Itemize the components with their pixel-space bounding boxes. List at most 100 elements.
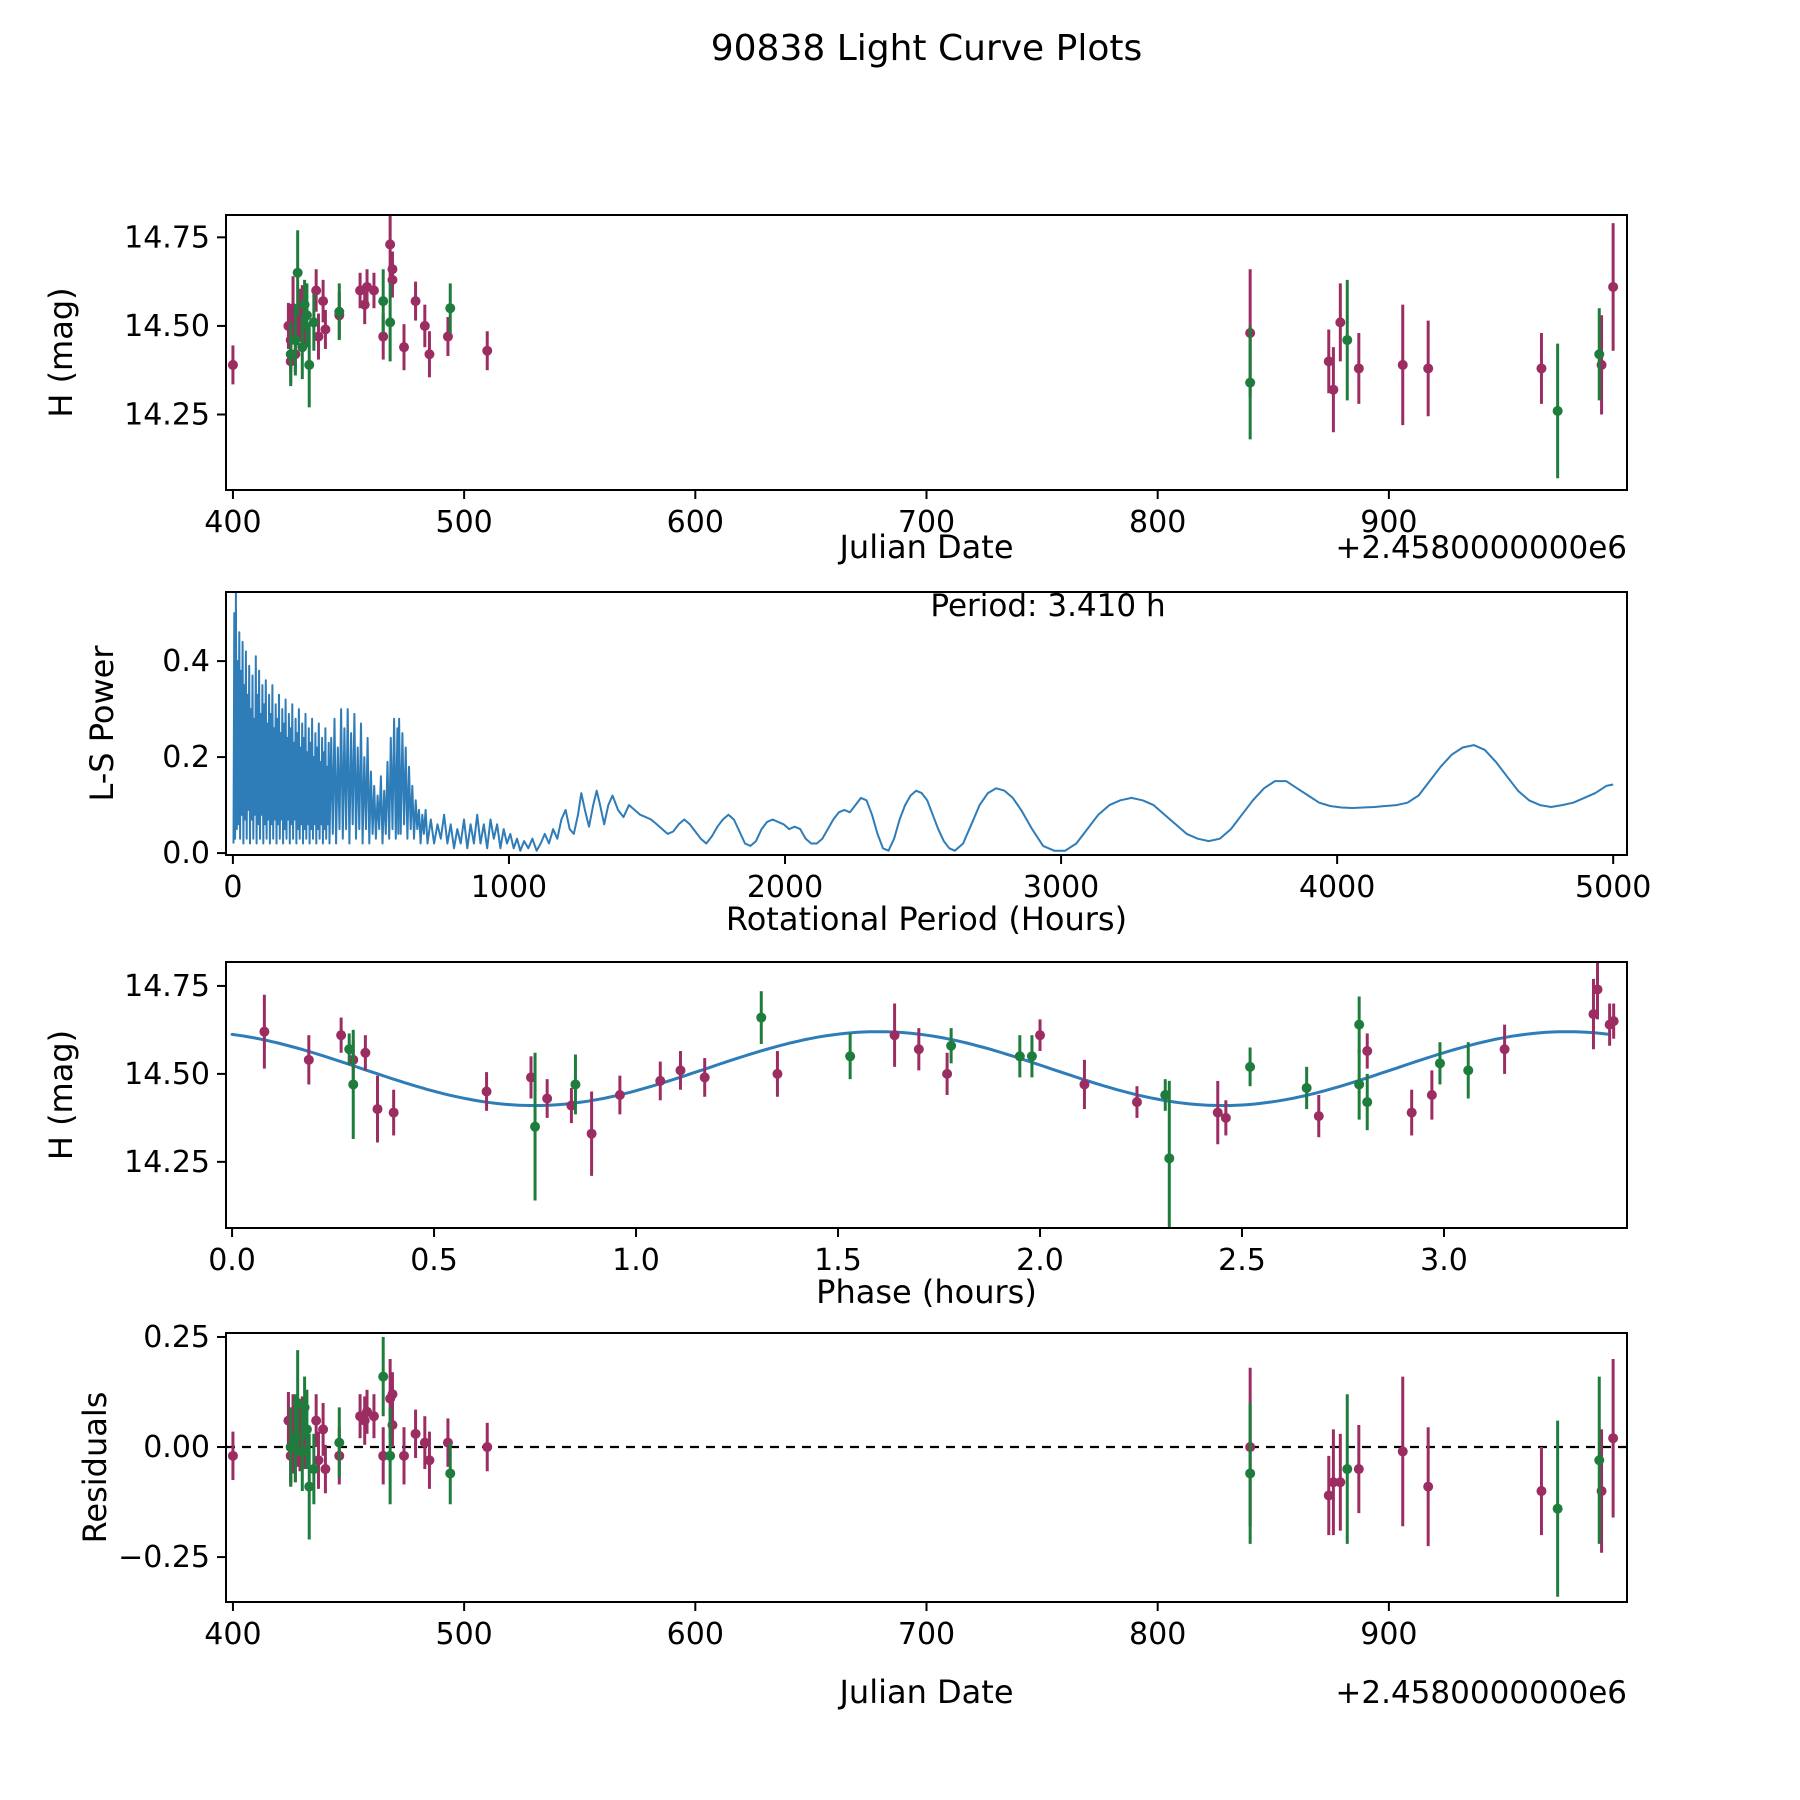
x-tick-label: 900	[1360, 505, 1417, 540]
x-tick-label: 0.0	[208, 1243, 256, 1278]
data-point	[227, 1450, 238, 1461]
y-tick-label: 0.4	[162, 644, 210, 679]
data-point	[1014, 1051, 1025, 1062]
x-tick-label: 2000	[747, 870, 823, 905]
data-point	[1035, 1030, 1046, 1041]
x-axis: 400 500 600 700 800 900	[204, 1602, 1418, 1652]
y-axis-label: Residuals	[76, 1392, 114, 1544]
data-point	[1245, 1061, 1256, 1072]
y-axis: 0.0 0.2 0.4	[162, 644, 226, 871]
data-point	[530, 1121, 541, 1132]
data-point	[1212, 1107, 1223, 1118]
data-point	[419, 320, 430, 331]
data-point	[336, 1030, 347, 1041]
series-filter-green	[285, 1336, 1605, 1597]
data-point	[1608, 1433, 1619, 1444]
data-point	[445, 1468, 456, 1479]
periodogram-line	[232, 592, 1614, 852]
y-axis: 14.25 14.50 14.75	[124, 969, 226, 1180]
data-point	[368, 285, 379, 296]
axes-frame	[225, 1332, 1628, 1603]
data-point	[889, 1030, 900, 1041]
sine-fit-curve	[230, 1030, 1612, 1107]
data-point	[586, 1128, 597, 1139]
x-tick-label: 400	[204, 1617, 261, 1652]
data-point	[1608, 281, 1619, 292]
x-tick-label: 4000	[1299, 870, 1375, 905]
x-axis-label: Julian Date	[837, 1673, 1013, 1711]
data-point	[1536, 1486, 1547, 1497]
data-point	[334, 1437, 345, 1448]
data-point	[368, 1411, 379, 1422]
data-point	[387, 274, 398, 285]
periodogram-data-area	[232, 592, 1614, 852]
data-point	[772, 1068, 783, 1079]
y-tick-label: 0.0	[162, 836, 210, 871]
data-point	[318, 296, 329, 307]
data-point	[311, 1415, 322, 1426]
data-point	[1353, 1464, 1364, 1475]
x-tick-label: 1.0	[612, 1243, 660, 1278]
x-tick-label: 800	[1129, 1617, 1186, 1652]
x-axis: 0.0 0.5 1.0 1.5 2.0 2.5 3.0	[208, 1228, 1468, 1278]
y-tick-label: 14.25	[124, 398, 210, 433]
data-point	[378, 296, 389, 307]
data-point	[285, 349, 296, 360]
data-point	[227, 359, 238, 370]
data-point	[419, 1437, 430, 1448]
y-tick-label: 14.75	[124, 220, 210, 255]
x-tick-label: 400	[204, 505, 261, 540]
data-point	[913, 1044, 924, 1055]
data-point	[1423, 363, 1434, 374]
data-point	[301, 1424, 312, 1435]
data-point	[942, 1068, 953, 1079]
data-point	[1362, 1046, 1373, 1057]
data-point	[388, 1107, 399, 1118]
data-point	[1079, 1079, 1090, 1090]
phased-light-curve-data-area	[230, 962, 1619, 1228]
data-point	[292, 267, 303, 278]
data-point	[303, 1054, 314, 1065]
data-point	[699, 1072, 710, 1083]
data-point	[614, 1090, 625, 1100]
data-point	[259, 1026, 270, 1037]
data-point	[1342, 1464, 1353, 1475]
series-filter-purple	[227, 215, 1619, 433]
data-point	[424, 349, 435, 360]
x-tick-label: 3.0	[1420, 1243, 1468, 1278]
data-point	[1434, 1058, 1445, 1069]
data-point	[1220, 1112, 1231, 1123]
figure-title: 90838 Light Curve Plots	[710, 28, 1143, 69]
data-point	[378, 331, 389, 342]
y-tick-label: 14.50	[124, 1057, 210, 1092]
axes-frame	[225, 591, 1628, 856]
y-tick-label: −0.25	[118, 1540, 210, 1575]
data-point	[1552, 1503, 1563, 1514]
data-point	[385, 239, 396, 250]
axes-frame	[225, 961, 1628, 1229]
data-point	[442, 331, 453, 342]
data-point	[1313, 1111, 1324, 1122]
y-tick-label: 14.25	[124, 1145, 210, 1180]
data-point	[399, 1450, 410, 1461]
data-point	[308, 317, 319, 328]
data-point	[1594, 1455, 1605, 1466]
data-point	[1354, 1019, 1365, 1030]
data-point	[399, 342, 410, 353]
data-point	[946, 1040, 957, 1051]
data-point	[445, 303, 456, 314]
data-point	[1552, 405, 1563, 416]
data-point	[318, 1424, 329, 1435]
data-point	[845, 1051, 856, 1062]
data-point	[1335, 1477, 1346, 1488]
data-point	[424, 1455, 435, 1466]
data-point	[301, 310, 312, 321]
data-point	[1323, 356, 1334, 367]
data-point	[1588, 1009, 1599, 1020]
x-tick-label: 500	[435, 1617, 492, 1652]
x-axis-label: Julian Date	[837, 528, 1013, 566]
x-tick-label: 1000	[471, 870, 547, 905]
data-point	[481, 1086, 492, 1097]
data-point	[756, 1012, 767, 1023]
